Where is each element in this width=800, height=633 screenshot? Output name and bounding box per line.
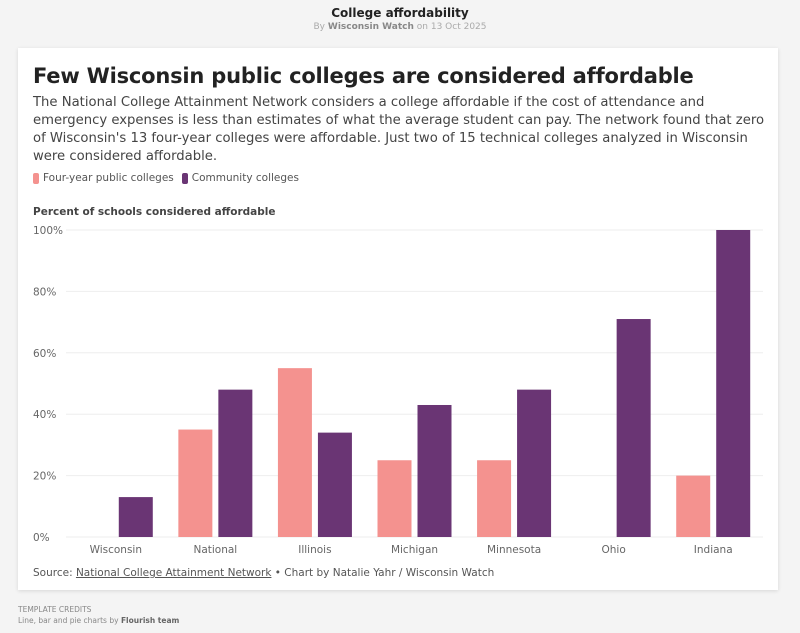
chart-card: Few Wisconsin public colleges are consid…	[18, 48, 778, 590]
x-tick-label: Ohio	[602, 544, 626, 556]
x-tick-label: Wisconsin	[90, 544, 142, 556]
credits-label: TEMPLATE CREDITS	[18, 605, 92, 614]
y-tick-label: 80%	[33, 286, 56, 298]
y-tick-label: 0%	[33, 532, 50, 544]
bar-community[interactable]	[616, 319, 651, 537]
x-tick-label: National	[193, 544, 237, 556]
legend-swatch-community	[181, 172, 188, 184]
page-header: College affordability By Wisconsin Watch…	[0, 6, 800, 34]
credits-team[interactable]: Flourish team	[120, 616, 180, 625]
legend-label-community: Community colleges	[191, 172, 299, 184]
legend-swatch-four-year	[33, 172, 39, 184]
chart-headline: Few Wisconsin public colleges are consid…	[33, 64, 694, 88]
bar-four-year[interactable]	[178, 429, 213, 537]
chart-subtitle: The National College Attainment Network …	[33, 95, 765, 164]
bar-four-year[interactable]	[676, 475, 711, 537]
bar-four-year[interactable]	[277, 368, 312, 537]
source-prefix: Source:	[33, 567, 73, 579]
bar-community[interactable]	[317, 432, 352, 537]
byline-prefix: By	[313, 22, 326, 32]
bar-community[interactable]	[417, 404, 452, 537]
source-footer: Source: National College Attainment Netw…	[33, 567, 494, 579]
legend-label-four-year: Four-year public colleges	[43, 172, 174, 184]
bar-community[interactable]	[716, 230, 751, 537]
bar-community[interactable]	[218, 389, 253, 537]
y-tick-label: 40%	[33, 409, 56, 421]
source-link[interactable]: National College Attainment Network	[75, 567, 272, 579]
bar-four-year[interactable]	[477, 460, 512, 537]
byline: By Wisconsin Watch on 13 Oct 2025	[0, 21, 800, 34]
page-title: College affordability	[331, 6, 469, 20]
x-tick-label: Indiana	[694, 544, 733, 556]
template-credits: TEMPLATE CREDITS Line, bar and pie chart…	[18, 604, 179, 626]
byline-date: on 13 Oct 2025	[416, 22, 487, 32]
y-tick-label: 20%	[33, 471, 56, 483]
legend-item-four-year[interactable]: Four-year public colleges	[33, 172, 174, 184]
x-tick-label: Michigan	[391, 544, 438, 556]
credits-desc: Line, bar and pie charts by	[18, 616, 119, 625]
legend-item-community[interactable]: Community colleges	[181, 172, 299, 184]
x-tick-label: Minnesota	[487, 544, 541, 556]
bar-chart: 0% 20% 40% 60% 80% 100% Wisconsin National Illin…	[33, 225, 763, 556]
bar-four-year[interactable]	[377, 460, 412, 537]
byline-author[interactable]: Wisconsin Watch	[327, 22, 414, 32]
y-tick-label: 100%	[33, 225, 63, 237]
credits-text: Line, bar and pie charts by Flourish tea…	[18, 615, 179, 626]
x-tick-label: Illinois	[298, 544, 331, 556]
bar-community[interactable]	[517, 389, 552, 537]
source-suffix: • Chart by Natalie Yahr / Wisconsin Watc…	[274, 567, 495, 579]
bar-community[interactable]	[118, 497, 153, 537]
legend: Four-year public colleges Community coll…	[33, 172, 299, 184]
y-axis-title: Percent of schools considered affordable	[33, 206, 276, 218]
y-tick-label: 60%	[33, 348, 56, 360]
